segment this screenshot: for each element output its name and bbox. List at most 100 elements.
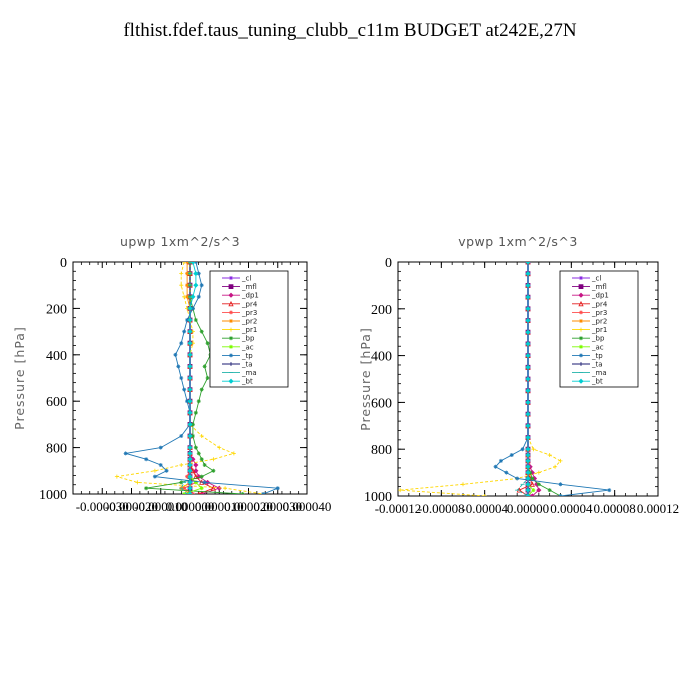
plot-area xyxy=(114,262,280,494)
data-point xyxy=(498,458,503,463)
data-point xyxy=(199,329,204,334)
data-point xyxy=(187,462,193,468)
data-point xyxy=(187,474,193,480)
data-point xyxy=(187,468,193,474)
data-point xyxy=(231,451,236,456)
data-point xyxy=(187,340,193,346)
legend-label: _ma xyxy=(241,369,257,377)
data-point xyxy=(398,488,403,493)
legend-marker xyxy=(229,336,233,341)
x-tick-label: 0.000020 xyxy=(224,499,273,514)
data-point xyxy=(187,375,193,381)
data-point xyxy=(531,488,536,493)
legend-marker xyxy=(578,300,584,307)
plot-area xyxy=(398,262,612,496)
legend-marker xyxy=(229,310,233,315)
legend-label: _ac xyxy=(591,343,604,351)
legend-marker xyxy=(579,362,583,366)
data-point xyxy=(261,492,266,494)
legend-marker xyxy=(228,292,234,298)
y-tick-label: 800 xyxy=(46,442,67,457)
data-point xyxy=(536,482,541,487)
data-point xyxy=(182,486,187,491)
y-axis-label: Pressure [hPa] xyxy=(12,326,27,430)
data-point xyxy=(179,480,184,485)
data-point xyxy=(187,329,193,335)
data-point xyxy=(196,451,201,456)
x-tick-label: -0.00012 xyxy=(375,501,422,516)
data-point xyxy=(536,470,541,475)
data-point xyxy=(185,318,190,322)
legend-marker xyxy=(229,353,233,358)
data-point xyxy=(525,434,531,441)
data-point xyxy=(525,452,531,458)
data-point xyxy=(196,294,201,299)
data-point xyxy=(509,453,514,458)
data-point xyxy=(152,468,157,473)
x-tick-label: -0.000030 xyxy=(76,499,129,514)
data-point xyxy=(525,458,531,464)
x-tick-label: 0.000030 xyxy=(253,499,302,514)
data-point xyxy=(275,486,280,491)
data-point xyxy=(187,398,193,404)
data-point xyxy=(187,305,193,311)
data-point xyxy=(135,480,140,485)
legend-label: _tp xyxy=(591,352,603,360)
data-point xyxy=(187,363,193,369)
data-point xyxy=(525,423,531,429)
data-point xyxy=(187,317,193,323)
legend-marker xyxy=(228,284,234,289)
data-point xyxy=(187,456,193,462)
data-point xyxy=(202,463,207,467)
data-point xyxy=(187,352,193,358)
data-point xyxy=(525,411,531,417)
data-point xyxy=(515,476,520,481)
data-point xyxy=(202,480,207,485)
data-point xyxy=(525,262,531,265)
y-tick-label: 800 xyxy=(371,443,392,458)
legend-label: _bt xyxy=(241,378,253,386)
data-point xyxy=(211,468,216,473)
data-point xyxy=(144,457,149,462)
data-point xyxy=(199,387,204,392)
y-tick-label: 600 xyxy=(371,396,392,411)
x-tick-label: 0.00008 xyxy=(594,501,636,516)
legend-label: _tp xyxy=(241,352,253,360)
data-point xyxy=(187,410,193,416)
data-point xyxy=(558,494,563,496)
legend-marker xyxy=(578,292,584,298)
legend-marker xyxy=(579,276,583,280)
data-point xyxy=(187,450,193,456)
data-point xyxy=(531,447,536,452)
legend-label: _ta xyxy=(591,361,603,369)
data-point xyxy=(179,376,184,380)
x-tick-label: -0.000010 xyxy=(134,499,187,514)
data-point xyxy=(525,294,531,300)
legend-label: _pr2 xyxy=(241,318,257,326)
legend-label: _ta xyxy=(241,361,253,369)
x-tick-label: -0.000020 xyxy=(105,499,158,514)
data-point xyxy=(187,387,193,393)
data-point xyxy=(190,294,196,300)
data-point xyxy=(525,271,531,277)
x-tick-label: 0.000000 xyxy=(166,499,215,514)
data-point xyxy=(211,457,216,462)
data-point xyxy=(187,485,193,491)
data-point xyxy=(152,474,157,479)
legend-label: _pr1 xyxy=(241,326,257,334)
data-point xyxy=(190,434,195,438)
data-point xyxy=(525,470,531,476)
legend-label: _bt xyxy=(591,378,603,386)
legend-marker xyxy=(229,276,233,280)
legend-label: _dp1 xyxy=(241,292,259,300)
data-point xyxy=(187,445,193,451)
data-point xyxy=(199,283,204,288)
data-point xyxy=(179,341,184,346)
data-point xyxy=(164,468,169,473)
page-title: flthist.fdef.taus_tuning_clubb_c11m BUDG… xyxy=(123,20,577,41)
data-point xyxy=(520,447,525,452)
data-point xyxy=(187,491,193,494)
data-point xyxy=(529,493,535,496)
y-tick-label: 200 xyxy=(46,302,67,317)
data-point xyxy=(525,341,531,347)
